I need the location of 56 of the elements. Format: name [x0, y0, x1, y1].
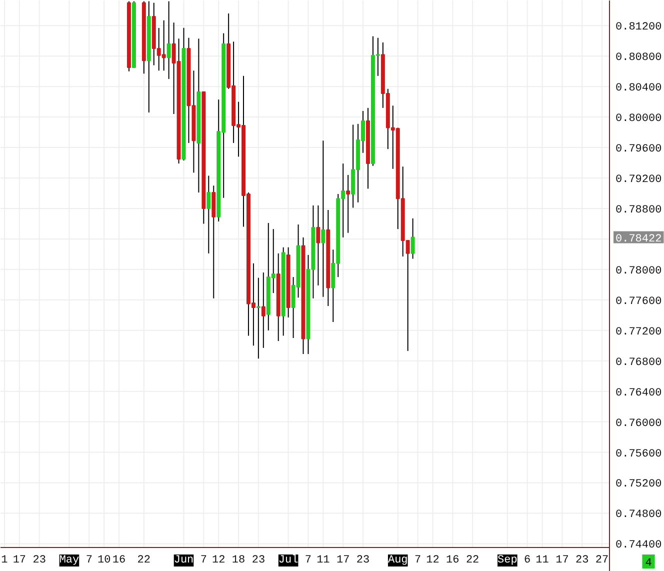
y-tick-label: 0.80000: [616, 113, 662, 126]
y-tick-label: 0.79600: [616, 144, 662, 156]
x-tick-label: 17: [12, 554, 26, 566]
x-tick-label: 23: [32, 554, 46, 566]
text: 4: [645, 558, 652, 570]
x-tick-label: 10: [97, 554, 111, 566]
y-tick-label: 0.78000: [616, 265, 662, 278]
x-tick-label: Sep: [498, 554, 518, 566]
x-tick-label: 7: [304, 554, 312, 566]
x-tick-label: 23: [252, 554, 266, 566]
y-tick-label: 0.74800: [616, 509, 662, 522]
x-tick-label: May: [59, 554, 80, 566]
y-tick-label: 0.76000: [616, 418, 662, 430]
x-tick-label: 17: [336, 554, 350, 566]
y-tick-label: 0.75200: [616, 478, 662, 491]
y-tick-label: 0.80400: [616, 82, 662, 95]
x-tick-label: 11: [316, 554, 330, 566]
x-tick-label: 22: [466, 554, 480, 566]
y-tick-label: 0.76800: [616, 356, 662, 369]
candlestick: [206, 175, 211, 254]
x-tick-label: 1: [1, 554, 8, 566]
x-tick-label: Jul: [278, 554, 298, 566]
y-tick-label: 0.75600: [616, 448, 662, 460]
x-tick-label: 6: [524, 554, 531, 566]
x-tick-label: 23: [576, 554, 589, 566]
y-tick-label: 0.81200: [616, 22, 662, 34]
y-tick-label: 0.74400: [616, 540, 662, 552]
candlestick: [316, 204, 320, 286]
x-tick-label: 16: [446, 554, 460, 566]
y-tick-label: 0.77600: [616, 296, 662, 308]
y-tick-label: 0.77200: [616, 326, 662, 338]
x-tick-label: 27: [595, 554, 609, 566]
x-tick-label: 12: [426, 554, 440, 566]
text: 0.78422: [616, 233, 662, 246]
candlestick: [261, 272, 266, 348]
x-tick-label: Jun: [174, 554, 194, 566]
x-tick-label: Aug: [388, 554, 408, 566]
x-tick-label: 12: [212, 554, 226, 566]
x-tick-label: 7: [86, 554, 92, 566]
y-tick-label: 0.76400: [616, 387, 662, 400]
candlestick: [346, 174, 350, 234]
candlestick: [166, 0, 171, 80]
candlestick: [321, 140, 326, 298]
x-tick-label: 16: [112, 554, 126, 566]
x-tick-label: 7: [414, 554, 422, 566]
x-tick-label: 11: [536, 554, 550, 566]
x-tick-label: 18: [232, 554, 246, 566]
y-tick-label: 0.79200: [616, 174, 662, 186]
y-tick-label: 0.80800: [616, 52, 662, 64]
x-tick-label: 7: [200, 554, 207, 566]
y-tick-label: 0.78800: [616, 204, 662, 216]
x-tick-label: 23: [356, 554, 370, 566]
x-tick-label: 22: [137, 554, 151, 566]
candlestick: [256, 277, 260, 360]
x-tick-label: 17: [556, 554, 569, 566]
candlestick: [410, 218, 415, 260]
